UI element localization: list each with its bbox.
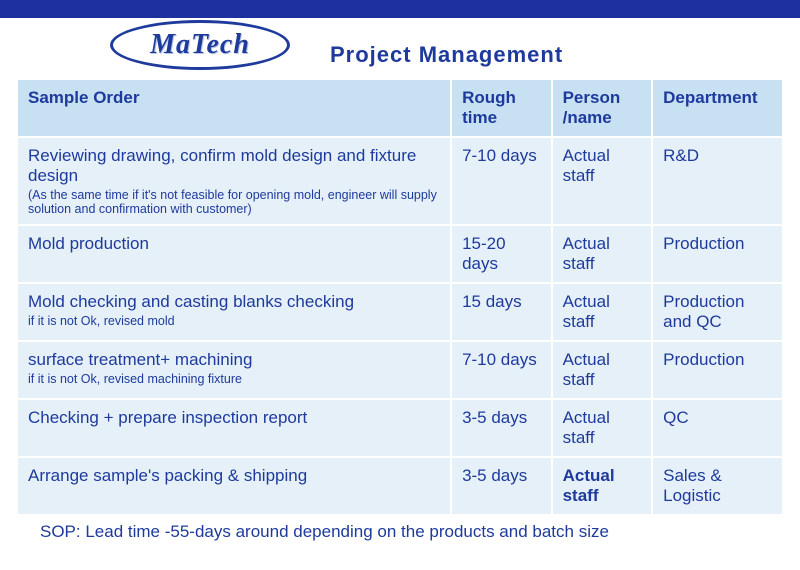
task-cell: Checking + prepare inspection report bbox=[18, 400, 450, 456]
task-cell: Mold checking and casting blanks checkin… bbox=[18, 284, 450, 340]
task-cell: Arrange sample's packing & shipping bbox=[18, 458, 450, 514]
person-cell: Actual staff bbox=[553, 400, 652, 456]
task-text: Mold checking and casting blanks checkin… bbox=[28, 292, 354, 311]
time-cell: 15 days bbox=[452, 284, 551, 340]
dept-cell: Production and QC bbox=[653, 284, 782, 340]
logo-wrap: MaTech bbox=[110, 20, 290, 70]
top-accent-bar bbox=[0, 0, 800, 18]
table-row: Reviewing drawing, confirm mold design a… bbox=[18, 138, 782, 224]
time-cell: 7-10 days bbox=[452, 342, 551, 398]
task-subtext: if it is not Ok, revised mold bbox=[28, 314, 440, 328]
person-cell: Actual staff bbox=[553, 458, 652, 514]
table-header-cell: Sample Order bbox=[18, 80, 450, 136]
page-title: Project Management bbox=[330, 42, 563, 70]
person-cell: Actual staff bbox=[553, 226, 652, 282]
task-subtext: if it is not Ok, revised machining fixtu… bbox=[28, 372, 440, 386]
task-text: Checking + prepare inspection report bbox=[28, 408, 307, 427]
task-text: Mold production bbox=[28, 234, 149, 253]
task-cell: surface treatment+ machining if it is not… bbox=[18, 342, 450, 398]
table-header-cell: Person /name bbox=[553, 80, 652, 136]
task-cell: Reviewing drawing, confirm mold design a… bbox=[18, 138, 450, 224]
task-text: Arrange sample's packing & shipping bbox=[28, 466, 307, 485]
task-text: surface treatment+ machining bbox=[28, 350, 252, 369]
table-header-cell: Department bbox=[653, 80, 782, 136]
task-subtext: (As the same time if it's not feasible f… bbox=[28, 188, 440, 216]
footer-note: SOP: Lead time -55-days around depending… bbox=[40, 522, 800, 542]
table-row: Arrange sample's packing & shipping 3-5 d… bbox=[18, 458, 782, 514]
time-cell: 3-5 days bbox=[452, 400, 551, 456]
task-text: Reviewing drawing, confirm mold design a… bbox=[28, 146, 416, 185]
header-row: MaTech Project Management bbox=[0, 18, 800, 74]
person-cell: Actual staff bbox=[553, 342, 652, 398]
table-row: Mold checking and casting blanks checkin… bbox=[18, 284, 782, 340]
time-cell: 7-10 days bbox=[452, 138, 551, 224]
person-cell: Actual staff bbox=[553, 138, 652, 224]
time-cell: 3-5 days bbox=[452, 458, 551, 514]
dept-cell: QC bbox=[653, 400, 782, 456]
time-cell: 15-20 days bbox=[452, 226, 551, 282]
dept-cell: Production bbox=[653, 342, 782, 398]
project-table-wrap: Sample OrderRough timePerson /nameDepart… bbox=[16, 78, 784, 516]
table-header-row: Sample OrderRough timePerson /nameDepart… bbox=[18, 80, 782, 136]
dept-cell: Sales & Logistic bbox=[653, 458, 782, 514]
table-row: Mold production 15-20 daysActual staffPro… bbox=[18, 226, 782, 282]
project-table: Sample OrderRough timePerson /nameDepart… bbox=[16, 78, 784, 516]
table-body: Reviewing drawing, confirm mold design a… bbox=[18, 138, 782, 514]
brand-logo: MaTech bbox=[110, 20, 290, 70]
table-header-cell: Rough time bbox=[452, 80, 551, 136]
table-row: surface treatment+ machining if it is not… bbox=[18, 342, 782, 398]
person-cell: Actual staff bbox=[553, 284, 652, 340]
task-cell: Mold production bbox=[18, 226, 450, 282]
dept-cell: R&D bbox=[653, 138, 782, 224]
brand-logo-text: MaTech bbox=[150, 29, 250, 61]
table-row: Checking + prepare inspection report 3-5 … bbox=[18, 400, 782, 456]
dept-cell: Production bbox=[653, 226, 782, 282]
